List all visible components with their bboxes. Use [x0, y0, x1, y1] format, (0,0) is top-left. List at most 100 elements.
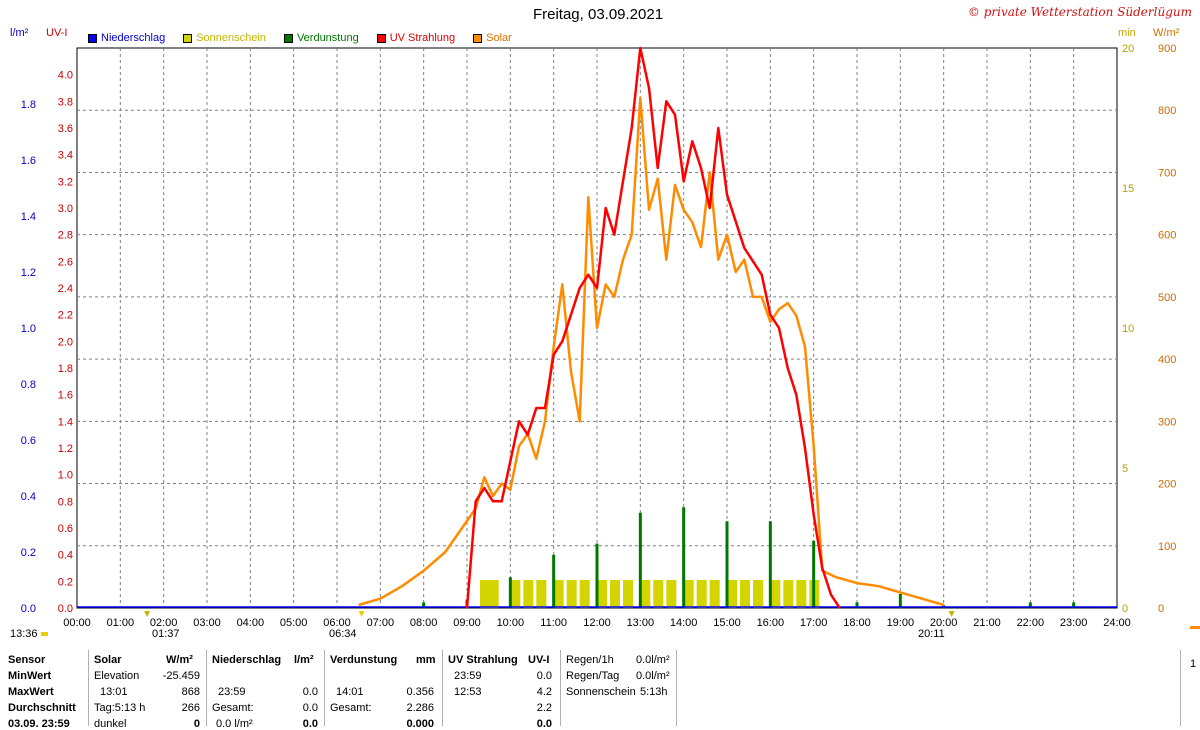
x-tick-label: 02:00: [150, 617, 178, 629]
precip-tick-label: 1.6: [21, 155, 36, 167]
legend-niederschlag: Niederschlag: [88, 31, 165, 45]
solar-tick-label: 800: [1158, 105, 1176, 117]
uv-tick-label: 1.6: [58, 390, 73, 402]
x-tick-label: 12:00: [583, 617, 611, 629]
moonrise-label: 01:37: [152, 628, 180, 640]
sunshine-bar: [610, 580, 620, 608]
verdunstung-max-value: 0.356: [406, 686, 434, 698]
solar-tick-label: 400: [1158, 354, 1176, 366]
copyright-text: © private Wetterstation Süderlügum: [967, 5, 1192, 19]
sunshine-bar: [783, 580, 794, 608]
extra-value: 1: [1190, 658, 1197, 670]
x-tick-label: 07:00: [367, 617, 395, 629]
niederschlag-max-value: 0.0: [302, 686, 318, 698]
precip-axis-unit: l/m²: [10, 27, 29, 39]
x-tick-label: 13:00: [627, 617, 655, 629]
left-time-marker: [41, 632, 48, 636]
sunshine-bar: [740, 580, 750, 608]
legend-solar: Solar: [473, 31, 512, 45]
sunshine-tick-label: 5: [1122, 463, 1128, 475]
sunshine-tick-label: 10: [1122, 323, 1134, 335]
precip-tick-label: 0.8: [21, 379, 36, 391]
legend-label: Sonnenschein: [196, 32, 266, 44]
sunshine-bar: [488, 580, 499, 608]
solar-tick-label: 900: [1158, 43, 1176, 55]
precip-tick-label: 1.2: [21, 267, 36, 279]
evaporation-bar: [855, 602, 859, 608]
x-tick-label: 14:00: [670, 617, 698, 629]
solar-tick-label: 700: [1158, 167, 1176, 179]
left-time-label: 13:36: [10, 628, 38, 640]
legend-swatch: [183, 33, 193, 43]
sunrise-marker: [358, 611, 365, 617]
legend-swatch: [88, 33, 97, 43]
sunshine-bar: [709, 580, 720, 608]
precip-tick-label: 0.6: [21, 435, 36, 447]
uv-tick-label: 0.8: [58, 496, 73, 508]
uv-tick-label: 2.8: [58, 230, 73, 242]
sunshine-bar: [597, 580, 607, 608]
verdunstung-avg-value: 2.286: [406, 702, 434, 714]
niederschlag-max-time: 23:59: [218, 686, 246, 698]
solar-edge-marker: [1190, 626, 1200, 629]
niederschlag-last-value: 0.0 l/m²: [216, 718, 253, 730]
sunshine-bar: [653, 580, 664, 608]
uv-tick-label: 0.2: [58, 576, 73, 588]
uv-tick-label: 3.2: [58, 176, 73, 188]
sunshine-axis-unit: min: [1118, 27, 1136, 39]
evaporation-bar: [595, 543, 599, 608]
uv-tick-label: 2.6: [58, 256, 73, 268]
uv-max-time: 12:53: [454, 686, 482, 698]
uv-avg-value: 2.2: [536, 702, 552, 714]
verdunstung-unit: mm: [416, 654, 436, 666]
legend-swatch: [283, 33, 293, 43]
evaporation-bar: [552, 554, 556, 608]
uv-tick-label: 3.4: [58, 150, 73, 162]
legend-swatch: [473, 33, 483, 43]
durchschnitt-label: Durchschnitt: [8, 702, 76, 714]
uv-line: [465, 46, 841, 609]
evaporation-bar: [1028, 602, 1032, 608]
uv-tick-label: 0.4: [58, 550, 73, 562]
x-tick-label: 22:00: [1017, 617, 1045, 629]
uv-tick-label: 3.0: [58, 203, 73, 215]
evaporation-bar: [768, 521, 772, 608]
niederschlag-avg-label: Gesamt:: [212, 702, 254, 714]
legend-verdunstung: Verdunstung: [283, 31, 359, 45]
uv-tick-label: 2.0: [58, 336, 73, 348]
stats-divider: [88, 650, 89, 726]
sunshine-bar: [579, 580, 590, 608]
x-tick-label: 18:00: [843, 617, 871, 629]
uv-tick-label: 3.8: [58, 96, 73, 108]
sunshine-tick-label: 15: [1122, 183, 1134, 195]
niederschlag-unit: l/m²: [294, 654, 314, 666]
evaporation-bar: [725, 521, 729, 608]
solar-avg-label: Tag:5:13 h: [94, 702, 146, 714]
precip-tick-label: 1.8: [21, 99, 36, 111]
solar-header: Solar: [94, 654, 122, 666]
uv-max-value: 4.2: [536, 686, 552, 698]
solar-tick-label: 300: [1158, 416, 1176, 428]
uv-unit: UV-I: [528, 654, 550, 666]
regen-tag-value: 0.0l/m²: [636, 670, 670, 682]
solar-tick-label: 0: [1158, 603, 1164, 615]
evaporation-bar: [508, 577, 512, 608]
sunshine-bar: [640, 580, 651, 608]
x-tick-label: 01:00: [107, 617, 135, 629]
x-tick-label: 10:00: [497, 617, 525, 629]
niederschlag-header: Niederschlag: [212, 654, 282, 666]
sunshine-bar: [770, 580, 781, 608]
stats-divider: [324, 650, 325, 726]
moonrise-marker: [144, 611, 151, 617]
sonnenschein-value: 5:13h: [640, 686, 668, 698]
uv-tick-label: 1.2: [58, 443, 73, 455]
uv-tick-label: 4.0: [58, 70, 73, 82]
x-tick-label: 24:00: [1103, 617, 1131, 629]
verdunstung-last-value: 0.000: [406, 718, 434, 730]
evaporation-bar: [812, 540, 816, 608]
stats-table: Sensor MinWert MaxWert Durchschnitt 03.0…: [0, 650, 1200, 730]
x-tick-label: 20:00: [930, 617, 958, 629]
sunshine-bar: [523, 580, 534, 608]
x-tick-label: 05:00: [280, 617, 308, 629]
solar-tick-label: 200: [1158, 479, 1176, 491]
